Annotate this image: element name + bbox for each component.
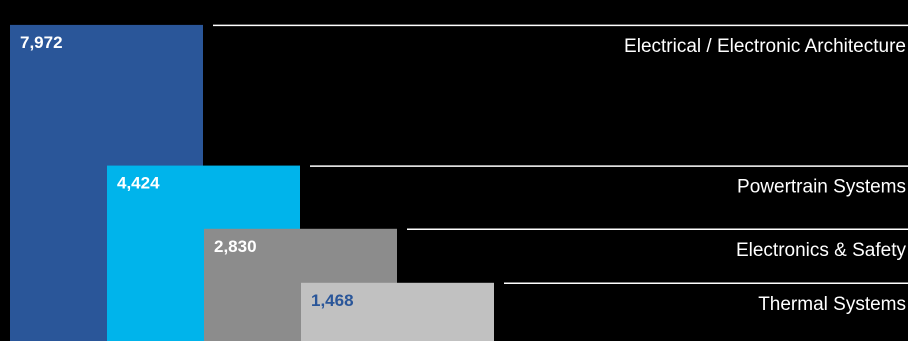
value-label-2: 2,830 <box>214 237 257 256</box>
bars-group <box>10 24 494 341</box>
value-label-3: 1,468 <box>311 291 354 310</box>
leader-lines-group <box>213 24 908 285</box>
category-labels-group: Electrical / Electronic Architecture Powe… <box>624 36 906 315</box>
category-label-2: Electronics & Safety <box>736 240 907 261</box>
bar-3 <box>301 282 494 341</box>
category-label-0: Electrical / Electronic Architecture <box>624 36 906 57</box>
category-label-1: Powertrain Systems <box>737 177 906 198</box>
value-labels-group: 7,972 4,424 2,830 1,468 <box>20 33 354 310</box>
value-label-1: 4,424 <box>117 174 160 193</box>
category-label-3: Thermal Systems <box>758 294 906 315</box>
value-label-0: 7,972 <box>20 33 63 52</box>
